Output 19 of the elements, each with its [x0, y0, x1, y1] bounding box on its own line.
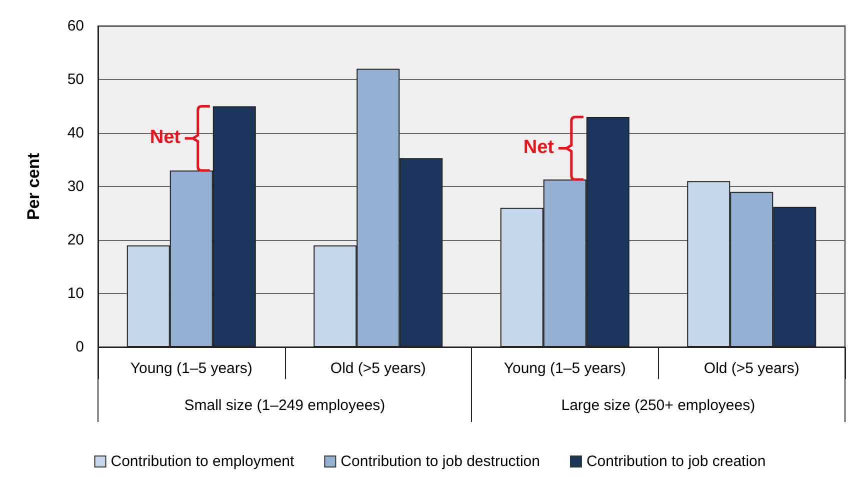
legend-label: Contribution to job destruction	[340, 453, 540, 470]
legend-label: Contribution to employment	[110, 453, 296, 470]
text: Small size (1–249 employees)	[184, 397, 386, 414]
x-tick-label: Young (1–5 years)	[504, 360, 626, 377]
x-tick-label: Young (1–5 years)	[130, 360, 252, 377]
x-tick-label: Old (>5 years)	[704, 360, 800, 377]
annotation: Net	[523, 137, 554, 160]
legend-label: Contribution to job creation	[586, 453, 766, 470]
y-tick-label: 10	[67, 285, 84, 302]
y-tick-label: 50	[67, 71, 84, 88]
y-tick-label: 60	[67, 18, 84, 34]
annotation: Net	[150, 127, 180, 150]
y-tick-label: 20	[67, 232, 84, 248]
y-tick-label: 30	[67, 178, 84, 195]
y-axis-title: Per cent	[24, 152, 43, 220]
x-tick-label: Old (>5 years)	[330, 360, 426, 377]
text: Large size (250+ employees)	[561, 397, 756, 414]
y-tick-label: 40	[67, 124, 84, 142]
y-tick-label: 0	[76, 338, 84, 356]
